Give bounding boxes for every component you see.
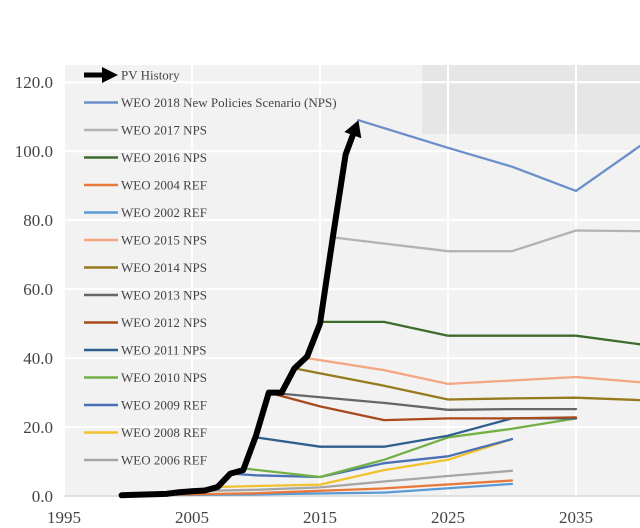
legend-item-weo-2017-nps: WEO 2017 NPS xyxy=(84,123,207,138)
legend-item-weo-2013-nps: WEO 2013 NPS xyxy=(84,288,207,303)
legend-item-weo-2006-ref: WEO 2006 REF xyxy=(84,453,207,468)
legend-label: WEO 2018 New Policies Scenario (NPS) xyxy=(121,95,337,110)
series-lines xyxy=(118,119,640,499)
legend-item-weo-2015-nps: WEO 2015 NPS xyxy=(84,233,207,248)
x-tick-label: 2035 xyxy=(559,508,593,527)
legend-label: WEO 2004 REF xyxy=(121,178,207,193)
series-line-pv-history xyxy=(118,126,358,499)
axes: 0.0 20.0 40.0 60.0 80.0 100.0 120.0 1995 2005 201… xyxy=(15,73,640,527)
legend-label: WEO 2006 REF xyxy=(121,453,207,468)
series-line-weo-2012-nps xyxy=(267,391,578,422)
series-line-weo-2008-ref xyxy=(216,437,514,489)
legend-label: WEO 2011 NPS xyxy=(121,343,206,358)
legend-label: WEO 2009 REF xyxy=(121,398,207,413)
y-tick-label: 0.0 xyxy=(32,487,53,506)
legend-item-weo-2016-nps: WEO 2016 NPS xyxy=(84,150,207,165)
series-line-weo-2017-nps xyxy=(331,229,640,253)
y-tick-label: 20.0 xyxy=(23,418,53,437)
legend-overflow-panel xyxy=(422,65,640,134)
series-line-weo-2015-nps xyxy=(306,356,640,386)
series-line-weo-2013-nps xyxy=(267,391,578,411)
legend-item-weo-2002-ref: WEO 2002 REF xyxy=(84,205,207,220)
legend-item-weo-2018-new-policies-scenario-nps: WEO 2018 New Policies Scenario (NPS) xyxy=(84,95,337,110)
x-tick-label: 2015 xyxy=(303,508,337,527)
y-tick-label: 100.0 xyxy=(15,142,53,161)
pv-history-arrowhead xyxy=(344,120,362,139)
legend-item-weo-2008-ref: WEO 2008 REF xyxy=(84,425,207,440)
legend-item-weo-2009-ref: WEO 2009 REF xyxy=(84,398,207,413)
legend-item-weo-2011-nps: WEO 2011 NPS xyxy=(84,343,206,358)
x-tick-label: 2005 xyxy=(175,508,209,527)
series-line-weo-2004-ref xyxy=(152,479,514,497)
series-line-weo-2016-nps xyxy=(318,320,640,346)
series-line-weo-2014-nps xyxy=(293,367,640,402)
legend-label: WEO 2017 NPS xyxy=(121,123,207,138)
series-line-weo-2018-new-policies-scenario-nps xyxy=(357,119,640,193)
legend-item-weo-2004-ref: WEO 2004 REF xyxy=(84,178,207,193)
x-tick-label: 1995 xyxy=(47,508,81,527)
y-tick-label: 80.0 xyxy=(23,211,53,230)
legend-label: WEO 2012 NPS xyxy=(121,315,207,330)
legend-label: WEO 2010 NPS xyxy=(121,370,207,385)
legend-label: WEO 2002 REF xyxy=(121,205,207,220)
legend-item-pv-history: PV History xyxy=(84,67,180,83)
legend-label: WEO 2015 NPS xyxy=(121,233,207,248)
legend-label: WEO 2016 NPS xyxy=(121,150,207,165)
x-tick-label: 2025 xyxy=(431,508,465,527)
legend-arrow-icon xyxy=(102,67,118,83)
series-line-weo-2010-nps xyxy=(242,417,578,479)
legend-item-weo-2010-nps: WEO 2010 NPS xyxy=(84,370,207,385)
legend-label: WEO 2008 REF xyxy=(121,425,207,440)
legend-item-weo-2014-nps: WEO 2014 NPS xyxy=(84,260,207,275)
y-tick-label: 120.0 xyxy=(15,73,53,92)
y-tick-label: 60.0 xyxy=(23,280,53,299)
legend-item-weo-2012-nps: WEO 2012 NPS xyxy=(84,315,207,330)
series-line-weo-2009-ref xyxy=(229,437,514,479)
series-line-weo-2006-ref xyxy=(190,469,514,493)
legend: PV History WEO 2018 New Policies Scenario… xyxy=(84,67,337,468)
y-tick-label: 40.0 xyxy=(23,349,53,368)
legend-label: PV History xyxy=(121,68,180,83)
legend-label: WEO 2014 NPS xyxy=(121,260,207,275)
legend-label: WEO 2013 NPS xyxy=(121,288,207,303)
grid xyxy=(63,65,640,497)
